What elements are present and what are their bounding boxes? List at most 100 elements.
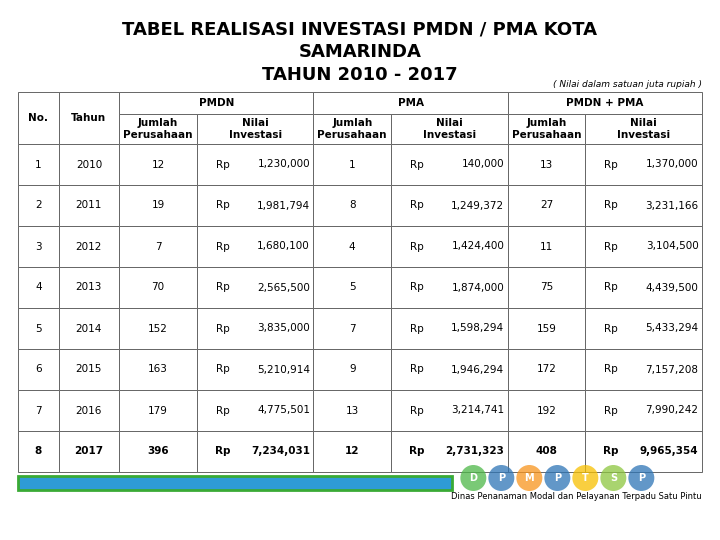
Circle shape bbox=[629, 465, 654, 491]
Bar bbox=[391, 349, 508, 390]
Text: 7: 7 bbox=[349, 323, 356, 334]
Bar bbox=[508, 390, 585, 431]
Text: 396: 396 bbox=[147, 447, 168, 456]
Bar bbox=[197, 431, 313, 472]
Circle shape bbox=[600, 465, 626, 491]
Text: P: P bbox=[498, 473, 505, 483]
Text: 75: 75 bbox=[540, 282, 553, 293]
Bar bbox=[585, 308, 702, 349]
Text: 2013: 2013 bbox=[76, 282, 102, 293]
Bar bbox=[391, 185, 508, 226]
Bar bbox=[313, 431, 391, 472]
Text: 6: 6 bbox=[35, 364, 42, 375]
Bar bbox=[585, 431, 702, 472]
Bar bbox=[508, 92, 702, 114]
Text: 4: 4 bbox=[349, 241, 356, 252]
Bar bbox=[18, 92, 58, 144]
Bar bbox=[58, 308, 120, 349]
Text: 7,157,208: 7,157,208 bbox=[646, 364, 698, 375]
Bar bbox=[18, 144, 58, 185]
Bar bbox=[120, 390, 197, 431]
Text: 7,990,242: 7,990,242 bbox=[646, 406, 698, 415]
Bar bbox=[508, 431, 585, 472]
Bar bbox=[508, 349, 585, 390]
Text: Rp: Rp bbox=[410, 282, 423, 293]
Text: 2016: 2016 bbox=[76, 406, 102, 415]
Text: Rp: Rp bbox=[215, 447, 230, 456]
Text: 2015: 2015 bbox=[76, 364, 102, 375]
Text: Rp: Rp bbox=[410, 159, 423, 170]
Text: Rp: Rp bbox=[215, 241, 229, 252]
Text: 163: 163 bbox=[148, 364, 168, 375]
Text: 1,981,794: 1,981,794 bbox=[257, 200, 310, 211]
Text: 1,598,294: 1,598,294 bbox=[451, 323, 504, 334]
Text: Jumlah
Perusahaan: Jumlah Perusahaan bbox=[318, 118, 387, 140]
Bar bbox=[391, 308, 508, 349]
Bar bbox=[508, 308, 585, 349]
Bar bbox=[197, 267, 313, 308]
Text: 4: 4 bbox=[35, 282, 42, 293]
Bar bbox=[58, 390, 120, 431]
Bar bbox=[313, 92, 508, 114]
Text: ( Nilai dalam satuan juta rupiah ): ( Nilai dalam satuan juta rupiah ) bbox=[553, 80, 702, 89]
Text: S: S bbox=[610, 473, 617, 483]
Text: 2010: 2010 bbox=[76, 159, 102, 170]
Bar bbox=[197, 308, 313, 349]
Text: 7: 7 bbox=[35, 406, 42, 415]
Circle shape bbox=[544, 465, 570, 491]
Text: Rp: Rp bbox=[604, 241, 618, 252]
Bar bbox=[197, 390, 313, 431]
Text: 2017: 2017 bbox=[74, 447, 104, 456]
Text: 1,946,294: 1,946,294 bbox=[451, 364, 504, 375]
Bar bbox=[585, 349, 702, 390]
Text: Rp: Rp bbox=[604, 159, 618, 170]
Bar bbox=[120, 308, 197, 349]
Text: 2011: 2011 bbox=[76, 200, 102, 211]
Text: Rp: Rp bbox=[215, 406, 229, 415]
Bar bbox=[120, 349, 197, 390]
Text: Rp: Rp bbox=[604, 323, 618, 334]
Text: 7: 7 bbox=[155, 241, 161, 252]
Bar bbox=[120, 185, 197, 226]
Bar bbox=[18, 431, 58, 472]
Text: TABEL REALISASI INVESTASI PMDN / PMA KOTA: TABEL REALISASI INVESTASI PMDN / PMA KOT… bbox=[122, 20, 598, 38]
Text: 12: 12 bbox=[151, 159, 165, 170]
Bar bbox=[18, 349, 58, 390]
Text: 1,424,400: 1,424,400 bbox=[451, 241, 504, 252]
Text: 1,230,000: 1,230,000 bbox=[257, 159, 310, 170]
Text: 140,000: 140,000 bbox=[462, 159, 504, 170]
Bar bbox=[391, 390, 508, 431]
Text: 2,731,323: 2,731,323 bbox=[446, 447, 504, 456]
Text: 408: 408 bbox=[536, 447, 557, 456]
Text: 8: 8 bbox=[349, 200, 356, 211]
Text: 152: 152 bbox=[148, 323, 168, 334]
Text: D: D bbox=[469, 473, 477, 483]
Text: 2012: 2012 bbox=[76, 241, 102, 252]
Bar bbox=[391, 144, 508, 185]
Bar bbox=[58, 226, 120, 267]
Bar bbox=[58, 349, 120, 390]
Bar bbox=[313, 349, 391, 390]
Circle shape bbox=[572, 465, 598, 491]
Text: T: T bbox=[582, 473, 589, 483]
Text: 1,370,000: 1,370,000 bbox=[646, 159, 698, 170]
Text: 2014: 2014 bbox=[76, 323, 102, 334]
Bar bbox=[391, 267, 508, 308]
Bar bbox=[120, 92, 313, 114]
Bar bbox=[197, 226, 313, 267]
Bar bbox=[18, 308, 58, 349]
Bar bbox=[18, 185, 58, 226]
Bar bbox=[313, 114, 391, 144]
Text: Rp: Rp bbox=[215, 159, 229, 170]
Text: Rp: Rp bbox=[215, 323, 229, 334]
Bar bbox=[58, 185, 120, 226]
Text: Rp: Rp bbox=[409, 447, 425, 456]
Bar bbox=[313, 390, 391, 431]
Text: 4,775,501: 4,775,501 bbox=[257, 406, 310, 415]
Text: 2,565,500: 2,565,500 bbox=[257, 282, 310, 293]
Bar bbox=[120, 267, 197, 308]
Text: 3,214,741: 3,214,741 bbox=[451, 406, 504, 415]
Bar bbox=[508, 114, 585, 144]
Text: Dinas Penanaman Modal dan Pelayanan Terpadu Satu Pintu: Dinas Penanaman Modal dan Pelayanan Terp… bbox=[451, 492, 702, 501]
Text: 1: 1 bbox=[349, 159, 356, 170]
